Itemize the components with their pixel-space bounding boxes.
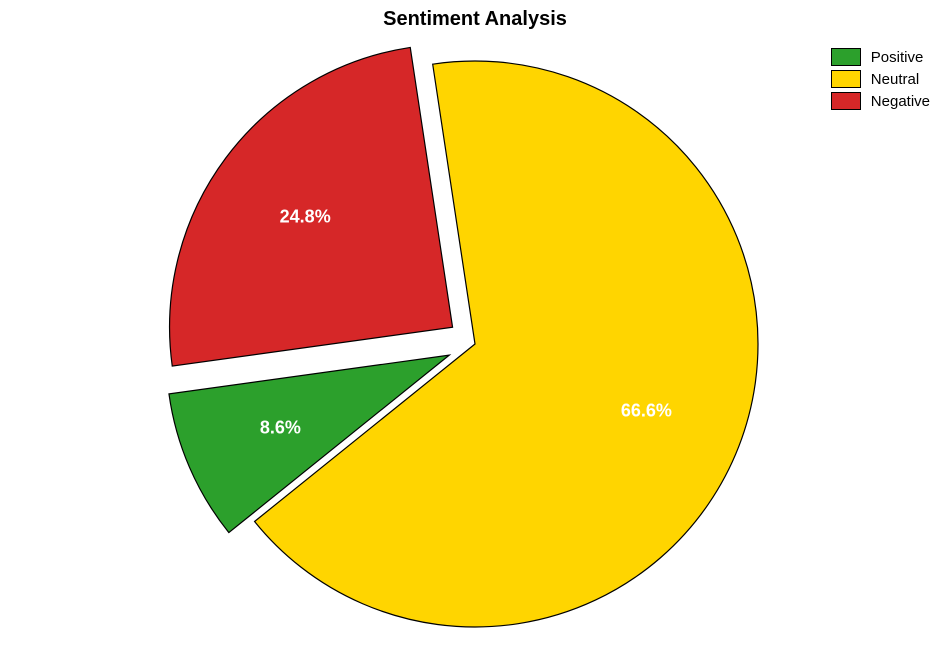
chart-title: Sentiment Analysis [0, 8, 950, 31]
slice-label-negative: 24.8% [280, 207, 331, 228]
pie-chart: 24.8% 8.6% 66.6% [0, 40, 950, 648]
pie-svg [0, 40, 950, 648]
slice-label-neutral: 66.6% [621, 400, 672, 421]
slice-label-positive: 8.6% [260, 418, 301, 439]
